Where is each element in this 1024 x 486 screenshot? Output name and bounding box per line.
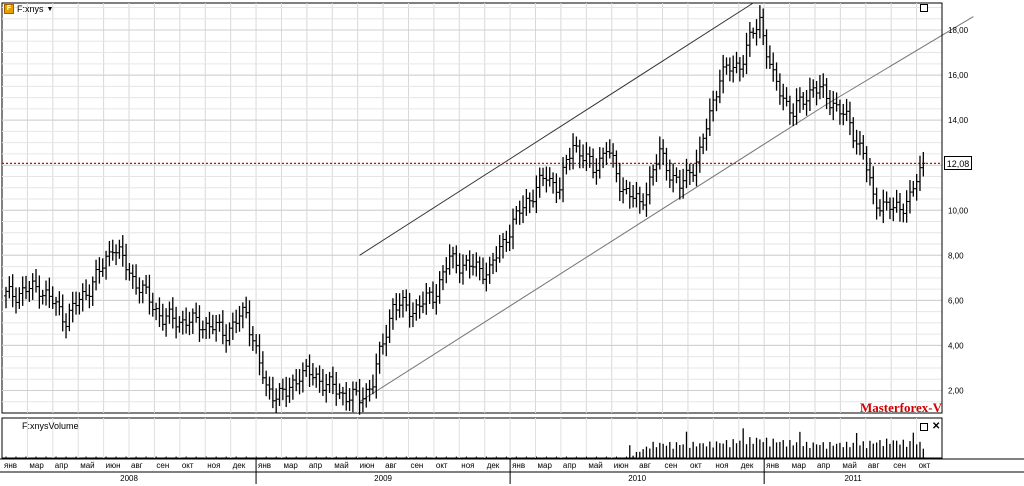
chevron-down-icon[interactable]: ▼	[46, 5, 54, 13]
channel-line-lower	[359, 16, 974, 403]
month-tick-label: дек	[233, 461, 246, 470]
month-tick-label: дек	[487, 461, 500, 470]
year-label: 2009	[374, 474, 392, 483]
month-tick-label: авг	[868, 461, 880, 470]
month-tick-label: окт	[690, 461, 702, 470]
channel-line-upper	[359, 2, 754, 256]
price-bars	[4, 5, 926, 415]
month-tick-label: янв	[258, 461, 271, 470]
month-tick-label: окт	[919, 461, 931, 470]
month-tick-label: окт	[182, 461, 194, 470]
last-price-tag: 12,08	[944, 156, 972, 170]
month-tick-label: май	[334, 461, 348, 470]
y-tick-label: 2,00	[948, 386, 964, 395]
month-tick-label: сен	[665, 461, 678, 470]
month-tick-label: дек	[741, 461, 754, 470]
month-tick-label: мар	[538, 461, 553, 470]
symbol-label: F:xnys	[17, 4, 44, 14]
month-tick-label: май	[842, 461, 856, 470]
price-panel-frame	[1, 2, 943, 414]
month-tick-label: апр	[55, 461, 69, 470]
y-tick-label: 4,00	[948, 341, 964, 350]
chart-header[interactable]: F F:xnys ▼	[4, 3, 53, 15]
month-tick-label: мар	[29, 461, 44, 470]
maximize-icon[interactable]	[920, 4, 928, 12]
month-tick-label: янв	[512, 461, 525, 470]
month-tick-label: июн	[614, 461, 629, 470]
watermark: Masterforex-V	[859, 400, 942, 415]
y-tick-label: 10,00	[948, 206, 969, 215]
month-tick-label: янв	[4, 461, 17, 470]
symbol-icon: F	[4, 4, 14, 14]
month-tick-label: май	[588, 461, 602, 470]
year-label: 2011	[844, 474, 862, 483]
month-tick-label: ноя	[207, 461, 220, 470]
month-tick-label: ноя	[715, 461, 728, 470]
month-tick-label: апр	[309, 461, 323, 470]
month-tick-label: авг	[639, 461, 651, 470]
month-tick-label: апр	[817, 461, 831, 470]
y-tick-label: 8,00	[948, 251, 964, 260]
month-tick-label: июн	[106, 461, 121, 470]
channel-lines	[2, 2, 974, 403]
volume-bars	[5, 428, 924, 458]
y-tick-label: 18,00	[948, 26, 969, 35]
grid	[1, 2, 943, 459]
year-label: 2008	[120, 474, 138, 483]
axes: янв мар апр май июн авг сен окт ноя дек янв мар апр м…	[0, 3, 1024, 484]
month-tick-label: сен	[410, 461, 423, 470]
volume-maximize-icon[interactable]	[920, 423, 928, 431]
month-tick-label: мар	[792, 461, 807, 470]
month-tick-label: янв	[766, 461, 779, 470]
month-tick-label: сен	[893, 461, 906, 470]
close-icon[interactable]: ✕	[932, 421, 941, 432]
y-tick-label: 14,00	[948, 116, 969, 125]
month-tick-label: апр	[563, 461, 577, 470]
y-tick-label: 16,00	[948, 71, 969, 80]
month-tick-label: июн	[360, 461, 375, 470]
month-tick-label: авг	[385, 461, 397, 470]
volume-panel-title: F:xnysVolume	[22, 421, 79, 431]
month-tick-label: сен	[156, 461, 169, 470]
month-tick-label: окт	[436, 461, 448, 470]
year-label: 2010	[628, 474, 646, 483]
month-tick-label: авг	[131, 461, 143, 470]
month-tick-label: май	[80, 461, 94, 470]
month-tick-label: мар	[283, 461, 298, 470]
month-tick-label: ноя	[461, 461, 474, 470]
y-tick-label: 6,00	[948, 296, 964, 305]
volume-panel-frame	[1, 417, 943, 459]
